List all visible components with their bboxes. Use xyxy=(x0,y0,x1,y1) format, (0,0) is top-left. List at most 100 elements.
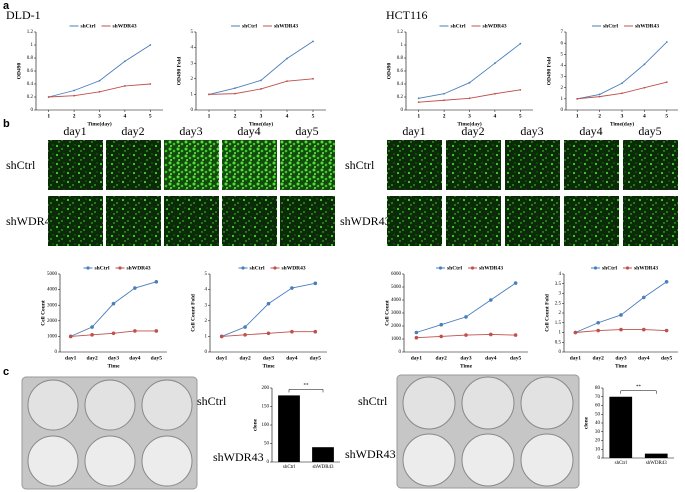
y-tick-label: 200 xyxy=(262,386,270,391)
x-tick-label: 1 xyxy=(208,113,211,119)
y-tick-label: 1 xyxy=(401,43,404,48)
x-axis-label: Time xyxy=(107,363,120,369)
marker xyxy=(494,92,496,95)
x-tick-label: 2 xyxy=(443,113,446,119)
day-label: day1 xyxy=(63,124,86,138)
y-tick-label: 2 xyxy=(191,77,194,82)
day-label: day5 xyxy=(295,124,318,138)
cell-line: HCT116 xyxy=(386,8,428,22)
y-tick-label: 1 xyxy=(205,335,208,340)
marker xyxy=(513,281,518,285)
y-tick-label: 1000 xyxy=(47,335,58,340)
x-tick-label: day2 xyxy=(239,355,251,361)
plate-label: shWDR43 xyxy=(345,447,396,461)
x-tick-label: 5 xyxy=(312,113,315,119)
x-tick-label: 4 xyxy=(124,113,127,119)
y-tick-label: 4 xyxy=(559,272,562,277)
y-tick-label: 0 xyxy=(401,108,404,113)
legend-label: shCtrl xyxy=(602,265,617,271)
x-axis-label: Time(day) xyxy=(87,120,112,127)
x-tick-label: day2 xyxy=(86,355,98,361)
day-label: day5 xyxy=(638,124,661,138)
y-axis-label: Cell Count xyxy=(40,300,46,326)
x-tick-label: day1 xyxy=(216,355,228,361)
y-tick-label: 0 xyxy=(561,108,564,113)
x-tick-label: day5 xyxy=(151,355,163,361)
micrograph xyxy=(446,140,501,190)
y-tick-label: 0.4 xyxy=(397,82,404,87)
x-tick-label: day1 xyxy=(570,355,582,361)
micrograph xyxy=(505,196,560,246)
x-axis-label: Time xyxy=(460,363,473,369)
marker xyxy=(439,334,444,339)
marker xyxy=(286,57,288,60)
y-tick-label: 40 xyxy=(595,421,601,426)
marker xyxy=(208,93,210,96)
y-tick-label: 0 xyxy=(55,350,58,355)
micrograph xyxy=(164,196,219,246)
legend-marker xyxy=(470,266,475,270)
y-tick-label: 1.2 xyxy=(27,30,34,35)
marker xyxy=(642,295,646,300)
x-tick-label: day5 xyxy=(510,355,522,361)
marker xyxy=(266,301,271,306)
day-label: day3 xyxy=(520,124,543,138)
day-label: day1 xyxy=(402,124,425,138)
x-axis-label: Time(day) xyxy=(457,120,482,127)
y-tick-label: 60 xyxy=(595,404,601,409)
legend-marker xyxy=(273,266,277,270)
y-tick-label: 1 xyxy=(559,331,562,336)
marker xyxy=(73,94,75,97)
marker xyxy=(98,79,101,82)
y-tick-label: 5 xyxy=(205,272,208,277)
marker xyxy=(417,101,420,104)
legend-label: shWDR43 xyxy=(113,23,137,29)
marker xyxy=(439,322,444,327)
micrograph xyxy=(280,140,335,190)
x-tick-label: 3 xyxy=(98,113,101,119)
y-tick-label: 0 xyxy=(31,108,34,113)
marker xyxy=(260,88,262,90)
legend-marker xyxy=(593,266,598,270)
x-tick-label: day3 xyxy=(108,355,120,361)
y-tick-label: 20 xyxy=(595,439,601,444)
marker xyxy=(234,87,236,90)
y-tick-label: 70 xyxy=(595,395,601,400)
y-tick-label: 0 xyxy=(205,350,208,355)
y-tick-label: 1 xyxy=(561,97,564,102)
y-tick-label: 5000 xyxy=(47,272,58,277)
marker xyxy=(290,286,294,290)
micrograph xyxy=(48,196,103,246)
x-tick-label: 1 xyxy=(47,113,50,119)
y-tick-label: 0 xyxy=(399,350,402,355)
marker xyxy=(598,95,601,98)
day-label: day2 xyxy=(121,124,144,138)
marker xyxy=(443,99,445,102)
legend-label: shWDR43 xyxy=(483,23,507,29)
y-tick-label: 0 xyxy=(559,350,562,355)
x-tick-label: day4 xyxy=(129,355,141,361)
x-tick-label: 5 xyxy=(665,113,668,119)
y-tick-label: 4000 xyxy=(47,288,58,293)
x-tick-label: 4 xyxy=(494,113,497,119)
x-tick-label: 5 xyxy=(519,113,522,119)
marker xyxy=(260,79,262,82)
x-tick-label: 1 xyxy=(576,113,579,119)
y-tick-label: 6 xyxy=(561,41,564,46)
legend-label: shCtrl xyxy=(447,265,462,271)
legend-marker xyxy=(118,266,122,270)
marker xyxy=(464,333,468,337)
marker xyxy=(90,325,94,329)
y-axis-label: Cell Count Fold xyxy=(190,294,196,332)
y-tick-label: 50 xyxy=(595,412,601,417)
marker xyxy=(443,92,445,95)
micrograph xyxy=(280,196,335,246)
marker xyxy=(468,97,471,100)
micrograph xyxy=(505,140,560,190)
legend-marker xyxy=(86,266,90,270)
marker xyxy=(68,334,73,339)
y-tick-label: 2 xyxy=(559,311,562,316)
y-tick-label: 100 xyxy=(262,423,270,428)
y-tick-label: 1 xyxy=(31,43,34,48)
y-tick-label: 0.8 xyxy=(397,56,404,61)
